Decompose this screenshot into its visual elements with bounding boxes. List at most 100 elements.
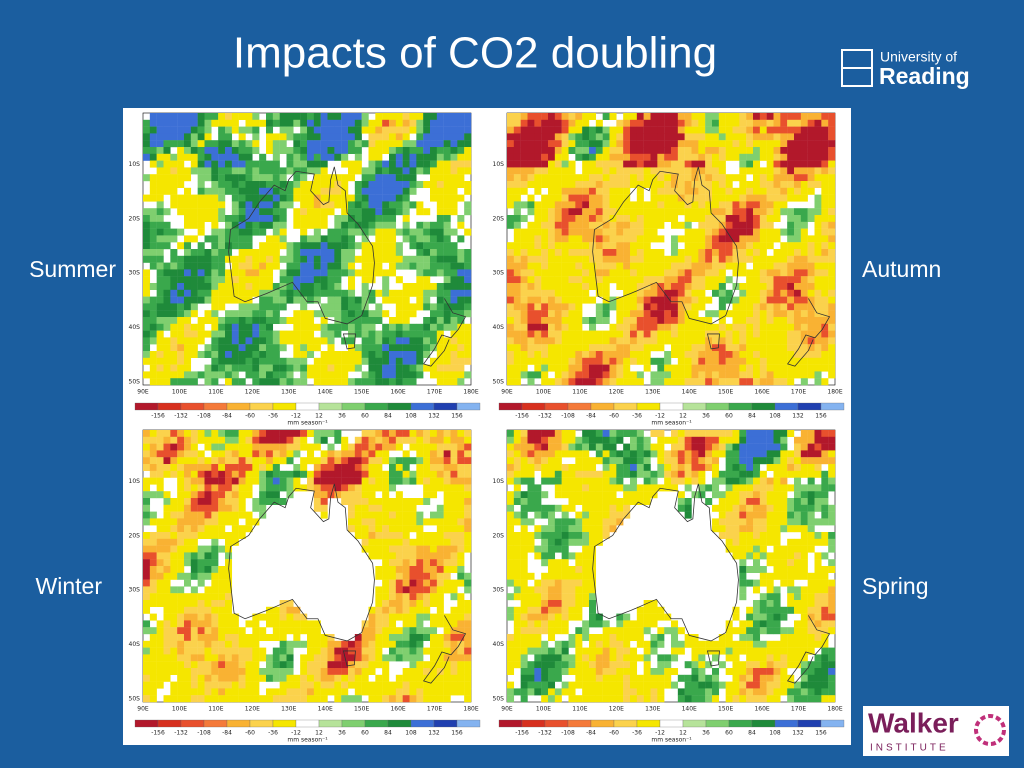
map-cell xyxy=(156,364,164,372)
map-cell xyxy=(327,681,335,689)
map-cell xyxy=(197,201,205,209)
map-cell xyxy=(582,344,590,352)
map-cell xyxy=(582,113,590,120)
map-cell xyxy=(190,545,198,553)
map-cell xyxy=(725,119,733,127)
map-cell xyxy=(759,133,767,141)
map-cell xyxy=(602,249,610,256)
map-cell xyxy=(272,153,280,161)
map-cell xyxy=(636,296,644,304)
map-cell xyxy=(753,235,761,243)
map-cell xyxy=(163,627,171,635)
map-cell xyxy=(520,344,528,352)
map-cell xyxy=(361,262,369,270)
map-cell xyxy=(814,303,822,311)
map-cell xyxy=(327,430,335,437)
map-cell xyxy=(773,357,781,365)
map-cell xyxy=(589,262,597,270)
map-cell xyxy=(320,303,328,311)
map-cell xyxy=(712,235,720,243)
map-cell xyxy=(725,330,733,338)
map-cell xyxy=(436,566,444,573)
map-cell xyxy=(197,559,205,567)
map-cell xyxy=(211,538,219,546)
map-cell xyxy=(684,371,692,379)
map-cell xyxy=(520,317,528,324)
map-cell xyxy=(389,187,397,195)
map-cell xyxy=(395,695,403,703)
map-cell xyxy=(197,504,205,512)
map-cell xyxy=(443,640,451,648)
map-cell xyxy=(279,181,287,188)
map-cell xyxy=(534,167,542,175)
map-cell xyxy=(732,371,740,379)
map-cell xyxy=(450,289,458,297)
map-cell xyxy=(430,470,438,478)
map-cell xyxy=(698,289,706,297)
map-cell xyxy=(657,221,665,229)
map-cell xyxy=(443,443,451,451)
map-cell xyxy=(450,249,458,256)
map-cell xyxy=(436,477,444,485)
map-cell xyxy=(190,525,198,533)
map-cell xyxy=(507,194,515,202)
map-cell xyxy=(671,153,679,161)
map-cell xyxy=(623,147,631,154)
map-cell xyxy=(286,654,294,662)
map-cell xyxy=(225,215,233,222)
map-cell xyxy=(354,357,362,365)
map-cell xyxy=(794,364,802,372)
map-cell xyxy=(436,647,444,655)
map-cell xyxy=(368,688,376,696)
map-cell xyxy=(368,484,376,492)
map-cell xyxy=(520,228,528,236)
map-cell xyxy=(443,674,451,682)
map-cell xyxy=(156,208,164,216)
map-cell xyxy=(409,443,417,451)
map-cell xyxy=(368,606,376,614)
map-cell xyxy=(361,443,369,451)
map-cell xyxy=(814,262,822,270)
map-cell xyxy=(163,504,171,512)
map-cell xyxy=(156,579,164,587)
map-cell xyxy=(828,364,836,372)
map-cell xyxy=(389,351,397,358)
map-cell xyxy=(814,289,822,297)
map-cell xyxy=(245,511,253,519)
map-cell xyxy=(184,378,192,386)
map-cell xyxy=(589,330,597,338)
map-cell xyxy=(266,470,274,478)
map-cell xyxy=(828,323,836,331)
map-cell xyxy=(821,153,829,161)
map-cell xyxy=(684,208,692,216)
map-cell xyxy=(211,160,219,168)
map-cell xyxy=(368,552,376,560)
map-cell xyxy=(368,470,376,478)
map-cell xyxy=(807,126,815,134)
map-cell xyxy=(430,242,438,250)
map-cell xyxy=(313,477,321,485)
map-cell xyxy=(149,566,157,573)
map-cell xyxy=(443,242,451,250)
map-cell xyxy=(231,620,239,628)
map-cell xyxy=(327,668,335,675)
map-cell xyxy=(814,255,822,263)
map-cell xyxy=(677,337,685,345)
map-cell xyxy=(163,181,171,188)
map-cell xyxy=(382,344,390,352)
map-cell xyxy=(636,201,644,209)
map-cell xyxy=(334,133,342,141)
map-cell xyxy=(348,484,356,492)
map-cell xyxy=(149,674,157,682)
map-cell xyxy=(794,351,802,358)
map-cell xyxy=(759,337,767,345)
map-cell xyxy=(361,323,369,331)
map-cell xyxy=(554,147,562,154)
map-cell xyxy=(327,208,335,216)
map-cell xyxy=(197,525,205,533)
map-cell xyxy=(527,113,535,120)
map-cell xyxy=(705,133,713,141)
map-cell xyxy=(595,351,603,358)
map-cell xyxy=(286,668,294,675)
map-cell xyxy=(712,351,720,358)
